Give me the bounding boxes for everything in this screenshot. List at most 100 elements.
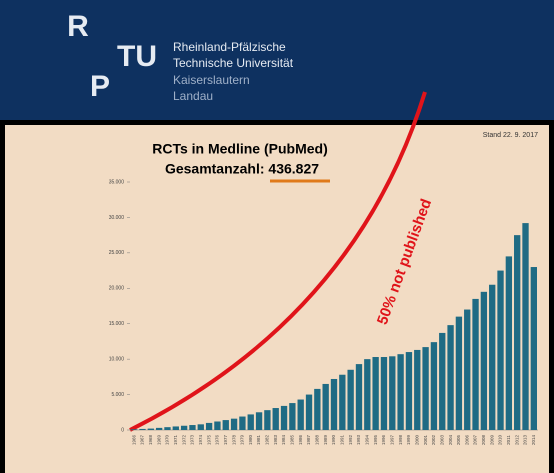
bar bbox=[305, 394, 313, 430]
bar bbox=[530, 267, 538, 430]
y-tick-label: 25.000 bbox=[109, 250, 125, 256]
bar bbox=[389, 356, 396, 430]
x-tick-label: 1978 bbox=[231, 434, 236, 445]
header-band bbox=[0, 0, 554, 120]
bar bbox=[230, 418, 238, 430]
bar bbox=[147, 428, 154, 430]
x-tick-label: 2004 bbox=[448, 434, 453, 445]
x-tick-label: 1984 bbox=[281, 434, 286, 445]
bar bbox=[180, 425, 188, 430]
x-tick-label: 1971 bbox=[173, 434, 178, 445]
x-tick-label: 1980 bbox=[248, 434, 253, 445]
y-tick-label: 20.000 bbox=[109, 286, 125, 292]
x-tick-label: 1991 bbox=[340, 434, 345, 445]
bar bbox=[430, 342, 438, 430]
bar bbox=[397, 354, 404, 430]
x-tick-label: 1966 bbox=[131, 434, 136, 445]
bar bbox=[380, 357, 388, 430]
x-tick-label: 1992 bbox=[348, 434, 353, 445]
x-tick-label: 1982 bbox=[265, 434, 270, 445]
bar bbox=[164, 427, 171, 430]
x-tick-label: 2001 bbox=[423, 434, 428, 445]
x-tick-label: 2009 bbox=[489, 434, 494, 445]
x-tick-label: 1996 bbox=[381, 434, 386, 445]
campus: Landau bbox=[173, 89, 213, 103]
x-tick-label: 1979 bbox=[240, 434, 245, 445]
x-tick-label: 1967 bbox=[140, 434, 145, 445]
bar bbox=[464, 309, 471, 430]
y-tick-label: 10.000 bbox=[109, 356, 125, 362]
bar bbox=[405, 352, 413, 430]
y-tick-label: 15.000 bbox=[109, 321, 125, 327]
bar bbox=[239, 416, 246, 430]
x-tick-label: 1994 bbox=[364, 434, 369, 445]
bar bbox=[497, 270, 504, 430]
x-tick-label: 1977 bbox=[223, 434, 228, 445]
bar bbox=[264, 410, 271, 430]
bar bbox=[439, 332, 446, 430]
bar bbox=[172, 426, 179, 430]
bar bbox=[480, 291, 488, 430]
bar bbox=[347, 369, 354, 430]
campus: Kaiserslautern bbox=[173, 73, 250, 87]
bar bbox=[355, 364, 363, 430]
x-tick-label: 1974 bbox=[198, 434, 203, 445]
x-tick-label: 1976 bbox=[215, 434, 220, 445]
bar bbox=[189, 425, 196, 430]
date-note: Stand 22. 9. 2017 bbox=[483, 132, 538, 139]
university-name: Technische Universität bbox=[173, 56, 294, 70]
bar bbox=[422, 347, 429, 430]
y-tick-label: 35.000 bbox=[109, 179, 125, 185]
x-tick-label: 2005 bbox=[456, 434, 461, 445]
bar bbox=[489, 284, 496, 430]
bar bbox=[522, 223, 529, 430]
x-tick-label: 1983 bbox=[273, 434, 278, 445]
bar bbox=[514, 235, 521, 430]
bar bbox=[364, 359, 371, 430]
bar bbox=[205, 422, 213, 430]
x-tick-label: 1998 bbox=[398, 434, 403, 445]
x-tick-label: 1986 bbox=[298, 434, 303, 445]
bar bbox=[322, 383, 329, 430]
x-tick-label: 2002 bbox=[431, 434, 436, 445]
x-tick-label: 1970 bbox=[165, 434, 170, 445]
x-tick-label: 1993 bbox=[356, 434, 361, 445]
x-tick-label: 1987 bbox=[306, 434, 311, 445]
x-tick-label: 1995 bbox=[373, 434, 378, 445]
x-tick-label: 2007 bbox=[473, 434, 478, 445]
x-tick-label: 2003 bbox=[439, 434, 444, 445]
chart-subtitle: Gesamtanzahl: 436.827 bbox=[165, 161, 319, 177]
x-tick-label: 1973 bbox=[190, 434, 195, 445]
x-tick-label: 1972 bbox=[181, 434, 186, 445]
bar bbox=[130, 429, 138, 430]
x-tick-label: 1997 bbox=[389, 434, 394, 445]
x-tick-label: 1968 bbox=[148, 434, 153, 445]
bar bbox=[372, 357, 379, 430]
x-tick-label: 1999 bbox=[406, 434, 411, 445]
x-tick-label: 1990 bbox=[331, 434, 336, 445]
bar bbox=[139, 428, 146, 430]
trend-curve bbox=[129, 91, 427, 432]
x-tick-label: 2013 bbox=[523, 434, 528, 445]
x-tick-label: 2012 bbox=[514, 434, 519, 445]
logo-letter: P bbox=[90, 70, 110, 103]
bar bbox=[197, 424, 204, 430]
x-tick-label: 2014 bbox=[531, 434, 536, 445]
y-tick-label: 5.000 bbox=[111, 392, 124, 398]
bar bbox=[339, 374, 346, 430]
x-tick-label: 1975 bbox=[206, 434, 211, 445]
y-tick-label: 0 bbox=[121, 427, 124, 433]
bar bbox=[255, 412, 263, 430]
university-name: Rheinland-Pfälzische bbox=[173, 40, 286, 54]
bar bbox=[214, 421, 221, 430]
x-tick-label: 1989 bbox=[323, 434, 328, 445]
bar bbox=[447, 325, 454, 430]
bar bbox=[289, 403, 296, 430]
y-tick-label: 30.000 bbox=[109, 215, 125, 221]
x-tick-label: 2006 bbox=[464, 434, 469, 445]
x-tick-label: 1988 bbox=[315, 434, 320, 445]
bar bbox=[247, 414, 254, 430]
bar bbox=[297, 399, 304, 430]
bar bbox=[472, 298, 479, 430]
